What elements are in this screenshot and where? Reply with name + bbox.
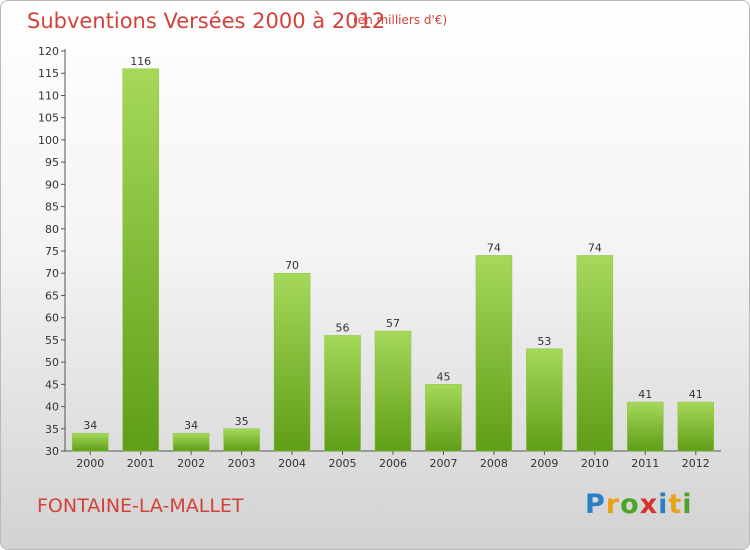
bar-2006 bbox=[374, 330, 412, 452]
x-tick-label-2000: 2000 bbox=[76, 457, 104, 470]
value-label-2008: 74 bbox=[487, 241, 501, 254]
y-tick-label: 90 bbox=[45, 178, 59, 191]
value-label-2012: 41 bbox=[689, 388, 703, 401]
bar-2003 bbox=[223, 428, 260, 452]
value-label-2003: 35 bbox=[235, 415, 249, 428]
y-tick-label: 40 bbox=[45, 401, 59, 414]
x-tick-label-2007: 2007 bbox=[429, 457, 457, 470]
x-tick-label-2003: 2003 bbox=[228, 457, 256, 470]
x-tick-label-2002: 2002 bbox=[177, 457, 205, 470]
bar-2009 bbox=[526, 348, 563, 452]
bar-2011 bbox=[627, 401, 664, 452]
bar-2000 bbox=[71, 432, 109, 452]
location-name: FONTAINE-LA-MALLET bbox=[37, 495, 244, 517]
y-tick-label: 60 bbox=[45, 312, 59, 325]
y-tick-label: 100 bbox=[38, 134, 59, 147]
x-tick-label-2012: 2012 bbox=[682, 457, 710, 470]
y-tick-label: 70 bbox=[45, 267, 59, 280]
y-tick-label: 85 bbox=[45, 201, 59, 214]
x-tick-label-2004: 2004 bbox=[278, 457, 306, 470]
y-tick-label: 80 bbox=[45, 223, 59, 236]
bar-2004 bbox=[273, 272, 311, 452]
x-tick-label-2005: 2005 bbox=[329, 457, 357, 470]
value-label-2006: 57 bbox=[386, 317, 400, 330]
y-tick-label: 120 bbox=[38, 45, 59, 58]
unit-note: (en milliers d'€) bbox=[353, 13, 448, 27]
y-tick-label: 110 bbox=[38, 89, 59, 102]
x-tick-label-2009: 2009 bbox=[530, 457, 558, 470]
y-tick-label: 115 bbox=[38, 67, 59, 80]
value-label-2004: 70 bbox=[285, 259, 299, 272]
y-tick-label: 35 bbox=[45, 423, 59, 436]
y-tick-label: 30 bbox=[45, 445, 59, 458]
y-tick-label: 95 bbox=[45, 156, 59, 169]
value-label-2010: 74 bbox=[588, 241, 602, 254]
x-tick-label-2008: 2008 bbox=[480, 457, 508, 470]
bar-2007 bbox=[425, 384, 462, 452]
y-tick-label: 45 bbox=[45, 378, 59, 391]
value-label-2000: 34 bbox=[83, 419, 97, 432]
value-label-2011: 41 bbox=[638, 388, 652, 401]
chart-title: Subventions Versées 2000 à 2012 bbox=[27, 9, 386, 33]
value-label-2009: 53 bbox=[537, 335, 551, 348]
value-label-2007: 45 bbox=[436, 370, 450, 383]
value-label-2001: 116 bbox=[130, 55, 151, 68]
x-tick-label-2011: 2011 bbox=[631, 457, 659, 470]
y-tick-label: 50 bbox=[45, 356, 59, 369]
value-label-2005: 56 bbox=[336, 321, 350, 334]
value-label-2002: 34 bbox=[184, 419, 198, 432]
bar-2008 bbox=[475, 255, 513, 452]
y-tick-label: 75 bbox=[45, 245, 59, 258]
bar-2001 bbox=[122, 68, 159, 452]
x-tick-label-2010: 2010 bbox=[581, 457, 609, 470]
y-tick-label: 65 bbox=[45, 289, 59, 302]
bar-2010 bbox=[576, 255, 614, 452]
y-tick-label: 55 bbox=[45, 334, 59, 347]
x-tick-label-2001: 2001 bbox=[127, 457, 155, 470]
bar-2012 bbox=[677, 401, 715, 452]
x-tick-label-2006: 2006 bbox=[379, 457, 407, 470]
y-tick-label: 105 bbox=[38, 112, 59, 125]
proxiti-logo: Proxiti bbox=[585, 489, 693, 520]
bar-2002 bbox=[172, 432, 210, 452]
bar-2005 bbox=[324, 335, 361, 452]
